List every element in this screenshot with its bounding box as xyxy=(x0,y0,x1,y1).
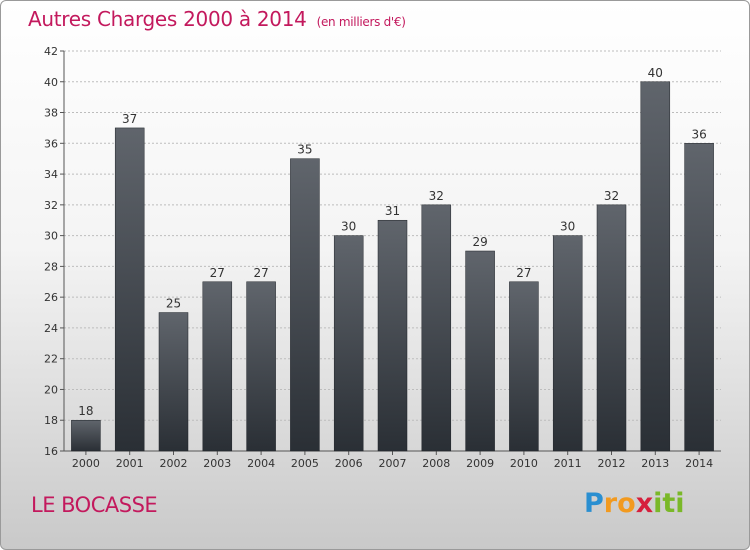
bar-value-label: 36 xyxy=(691,127,706,141)
y-tick-label: 16 xyxy=(44,445,58,458)
x-tick-label: 2002 xyxy=(160,457,188,470)
bar xyxy=(552,235,583,452)
x-tick-label: 2008 xyxy=(422,457,450,470)
bar-value-label: 29 xyxy=(472,235,487,249)
bar-value-label: 25 xyxy=(166,297,181,311)
bar xyxy=(684,143,714,452)
x-tick-label: 2006 xyxy=(335,457,363,470)
y-tick-label: 42 xyxy=(44,45,58,58)
bar-value-label: 32 xyxy=(429,189,444,203)
bar xyxy=(640,81,671,452)
x-tick-label: 2011 xyxy=(554,457,582,470)
bar-value-label: 37 xyxy=(122,112,137,126)
x-tick-label: 2000 xyxy=(72,457,100,470)
chart-title: Autres Charges 2000 à 2014 (en milliers d… xyxy=(28,7,406,31)
bar xyxy=(421,204,452,452)
logo-letter: r xyxy=(603,488,618,519)
y-tick-label: 32 xyxy=(44,199,58,212)
bar-value-label: 27 xyxy=(253,266,268,280)
bar-value-label: 40 xyxy=(648,66,663,80)
logo-letter: x xyxy=(635,488,654,519)
y-tick-label: 26 xyxy=(44,291,58,304)
logo-letter: i xyxy=(653,488,663,519)
x-tick-label: 2009 xyxy=(466,457,494,470)
bar xyxy=(596,204,627,452)
x-tick-label: 2010 xyxy=(510,457,538,470)
y-tick-label: 34 xyxy=(44,168,58,181)
bar-chart: 16 18 20 22 24 26 28 30 32 34 36 38 40 42 2000 2001 2002… xyxy=(44,45,721,470)
logo-letter: P xyxy=(584,488,604,519)
bar-value-label: 35 xyxy=(297,143,312,157)
y-tick-label: 20 xyxy=(44,383,58,396)
y-tick-label: 30 xyxy=(44,230,58,243)
x-tick-label: 2001 xyxy=(116,457,144,470)
y-tick-label: 24 xyxy=(44,322,58,335)
y-tick-label: 22 xyxy=(44,353,58,366)
logo-letter: o xyxy=(617,488,636,519)
bar xyxy=(246,281,276,452)
bars xyxy=(71,81,714,452)
x-tick-label: 2007 xyxy=(379,457,407,470)
y-tick-label: 18 xyxy=(44,414,58,427)
data-labels: 18 37 25 27 27 35 30 31 32 29 27 30 32 40 36 xyxy=(78,66,706,418)
bar-value-label: 18 xyxy=(78,404,93,418)
bar xyxy=(333,235,364,452)
logo-letter: t xyxy=(662,488,676,519)
bar xyxy=(158,312,189,452)
bar xyxy=(71,419,101,452)
y-tick-label: 40 xyxy=(44,76,58,89)
bar-value-label: 32 xyxy=(604,189,619,203)
bar xyxy=(114,127,145,452)
bar-value-label: 31 xyxy=(385,204,400,218)
proxiti-logo[interactable]: Proxiti xyxy=(584,488,685,519)
chart-title-text: Autres Charges 2000 à 2014 xyxy=(28,7,307,31)
x-tick-label: 2012 xyxy=(598,457,626,470)
bar xyxy=(509,281,539,452)
y-tick-label: 28 xyxy=(44,260,58,273)
logo-letter: i xyxy=(675,488,685,519)
x-tick-label: 2005 xyxy=(291,457,319,470)
y-tick-label: 36 xyxy=(44,137,58,150)
commune-name: LE BOCASSE xyxy=(31,493,158,517)
bar xyxy=(290,158,320,452)
bar-value-label: 27 xyxy=(210,266,225,280)
x-tick-label: 2013 xyxy=(641,457,669,470)
bar-value-label: 30 xyxy=(560,220,575,234)
bar xyxy=(465,250,495,452)
bar xyxy=(202,281,233,452)
x-tick-label: 2003 xyxy=(203,457,231,470)
bar-value-label: 27 xyxy=(516,266,531,280)
bar-value-label: 30 xyxy=(341,220,356,234)
x-tick-label: 2004 xyxy=(247,457,275,470)
y-tick-label: 38 xyxy=(44,107,58,120)
bar xyxy=(377,219,408,452)
x-tick-label: 2014 xyxy=(685,457,713,470)
chart-subtitle: (en milliers d'€) xyxy=(316,15,406,29)
